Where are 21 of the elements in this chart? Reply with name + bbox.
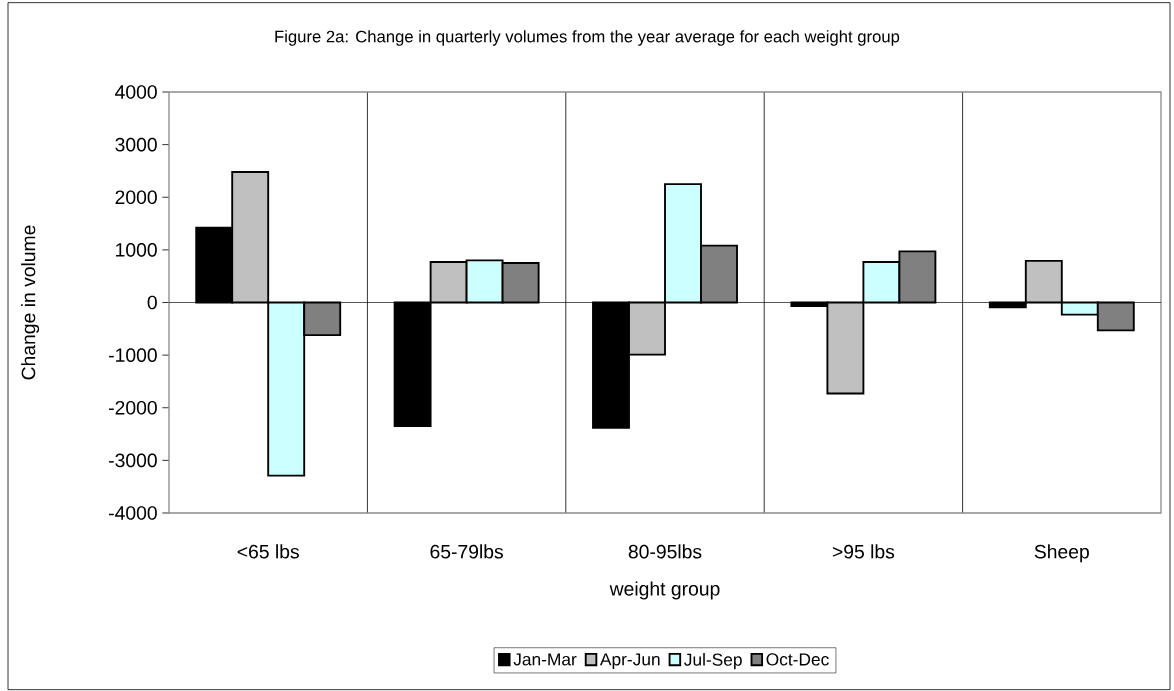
legend-label: Jan-Mar	[513, 653, 577, 666]
y-tick-label: -1000	[109, 348, 157, 362]
x-tick-label: >95 lbs	[832, 544, 895, 559]
y-tick-label: 1000	[116, 243, 157, 257]
y-tick-label: 0	[147, 295, 157, 310]
x-tick-label: 65-79lbs	[430, 544, 503, 559]
y-tick-label: 2000	[115, 190, 157, 205]
legend-label: Jul-Sep	[684, 653, 742, 670]
x-tick-label: Sheep	[1034, 544, 1089, 563]
y-tick-label: -3000	[109, 453, 157, 468]
y-tick-label: -4000	[109, 506, 157, 520]
x-tick-label: 80-95lbs	[628, 544, 702, 559]
y-tick-label: -2000	[109, 400, 157, 415]
y-tick-label: 4000	[115, 85, 157, 99]
y-axis-title: Change in volume	[21, 225, 40, 380]
chart-title: Figure 2a: Change in quarterly volumes from the year average for each weight group	[275, 30, 900, 46]
x-axis-title: weight group	[609, 581, 720, 600]
legend-label: Oct-Dec	[766, 653, 829, 666]
y-tick-label: 3000	[115, 137, 157, 152]
legend-label: Apr-Jun	[599, 653, 660, 669]
x-tick-label: <65 lbs	[237, 544, 299, 559]
